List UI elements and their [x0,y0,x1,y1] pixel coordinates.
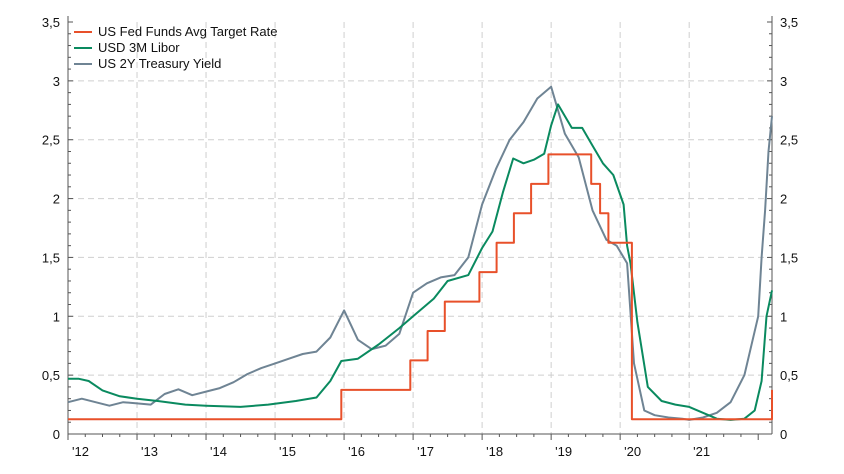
y-tick-label-right: 3,5 [780,15,798,30]
rates-chart: 0 0 0,5 0,5 1 1 1,5 1,5 2 2 2,5 2,5 3 3 3,5 3,5 '12 '13 '1… [0,0,844,474]
y-tick-label-right: 2,5 [780,133,798,148]
x-tick-label: '21 [693,444,710,459]
x-tick-label: '14 [210,444,227,459]
y-tick-label-left: 1,5 [42,250,60,265]
y-tick-label-left: 2,5 [42,133,60,148]
y-tick-label-right: 0,5 [780,368,798,383]
x-tick-label: '19 [555,444,572,459]
legend-label-us-2y-treasury-yield: US 2Y Treasury Yield [98,56,221,71]
x-tick-label: '12 [72,444,89,459]
y-tick-label-left: 0,5 [42,368,60,383]
y-tick-label-right: 1 [780,309,787,324]
legend-label-usd-3m-libor: USD 3M Libor [98,40,180,55]
x-tick-label: '13 [141,444,158,459]
y-tick-label-left: 2 [53,192,60,207]
y-tick-label-right: 0 [780,427,787,442]
series-line-usd-3m-libor [68,104,772,420]
y-tick-label-left: 3,5 [42,15,60,30]
grid-lines [68,22,772,434]
y-tick-label-left: 0 [53,427,60,442]
series-lines [68,87,772,420]
y-tick-label-left: 3 [53,74,60,89]
series-line-us-2y-treasury-yield [68,87,772,420]
y-tick-label-right: 3 [780,74,787,89]
x-tick-label: '15 [279,444,296,459]
legend-label-us-fed-funds-avg-target-rate: US Fed Funds Avg Target Rate [98,24,277,39]
axis-ticks: 0 0 0,5 0,5 1 1 1,5 1,5 2 2 2,5 2,5 3 3 3,5 3,5 '12 '13 '1… [42,15,798,459]
x-tick-label: '16 [348,444,365,459]
x-tick-label: '17 [417,444,434,459]
y-tick-label-right: 2 [780,192,787,207]
y-tick-label-right: 1,5 [780,250,798,265]
x-tick-label: '18 [486,444,503,459]
plot-frame [68,16,772,440]
x-tick-label: '20 [624,444,641,459]
y-tick-label-left: 1 [53,309,60,324]
